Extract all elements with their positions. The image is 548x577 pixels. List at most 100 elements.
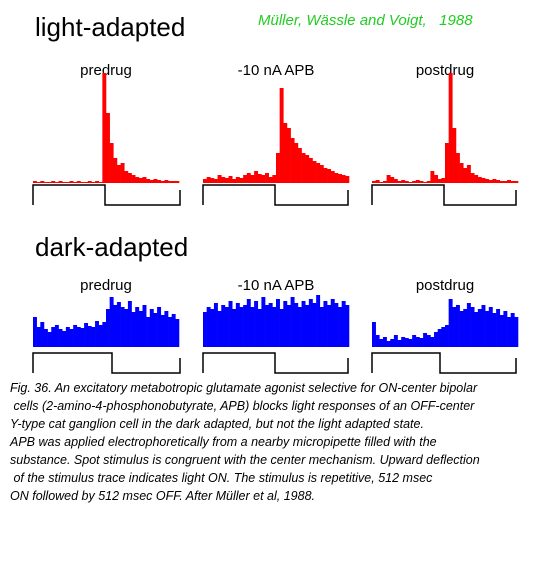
bar [250, 175, 255, 183]
bar [87, 181, 92, 183]
bar [283, 301, 288, 347]
bar [73, 325, 78, 347]
bar [305, 155, 310, 183]
bar [73, 182, 78, 183]
bar [279, 88, 284, 183]
bar [102, 73, 107, 183]
bar [160, 315, 165, 347]
row-title: dark-adapted [35, 232, 188, 262]
bar [164, 311, 169, 347]
bar [221, 177, 226, 183]
bar [203, 312, 207, 347]
bar [164, 180, 169, 183]
bar [426, 181, 431, 183]
bar [51, 181, 56, 183]
bar [397, 181, 402, 183]
bar [345, 176, 350, 183]
bar [109, 143, 114, 183]
bar [142, 177, 147, 183]
bar [305, 305, 310, 347]
bar [243, 305, 248, 347]
bar [257, 309, 262, 347]
bar [286, 128, 291, 183]
bar [243, 175, 248, 183]
bar [401, 337, 406, 347]
bar [51, 327, 56, 347]
bar [412, 335, 417, 347]
bar [341, 175, 346, 183]
bar [95, 321, 99, 347]
bar [232, 309, 237, 347]
bar [62, 182, 67, 183]
bar [430, 337, 435, 347]
bar [160, 181, 165, 183]
bar [390, 177, 395, 183]
panel-title: -10 nA APB [238, 62, 315, 79]
bar [246, 173, 251, 183]
bar [445, 143, 449, 183]
bar [308, 158, 313, 183]
bar [492, 313, 497, 347]
bar [113, 305, 118, 347]
bar [40, 322, 45, 347]
bar [69, 329, 74, 347]
bar [65, 327, 70, 347]
stimulus-trace [371, 184, 517, 206]
bar [131, 175, 136, 183]
bar [448, 299, 453, 347]
bar [437, 329, 442, 347]
bar [47, 182, 52, 183]
bar [224, 178, 229, 183]
bar [477, 309, 482, 347]
bar [175, 319, 180, 347]
bar [142, 305, 147, 347]
bar [127, 301, 132, 347]
bar [146, 317, 151, 347]
bar [58, 181, 63, 183]
bar [463, 309, 468, 347]
bar [235, 177, 240, 183]
bar [62, 331, 67, 347]
bar [477, 177, 482, 183]
bar [157, 180, 162, 183]
bar [327, 305, 332, 347]
bar [459, 311, 464, 347]
bar [286, 305, 291, 347]
bar [43, 182, 48, 183]
bar [404, 338, 409, 347]
bar [171, 181, 176, 183]
bar [423, 182, 428, 183]
bar [372, 322, 376, 347]
bar [65, 182, 70, 183]
panel-title: postdrug [416, 277, 474, 294]
bar [294, 303, 299, 347]
bar [221, 305, 226, 347]
bar [470, 173, 475, 183]
bar [345, 305, 350, 347]
bar [341, 301, 346, 347]
bar [430, 171, 435, 183]
bar [386, 341, 391, 347]
bar [319, 165, 324, 183]
bar [294, 143, 299, 183]
bar [149, 309, 154, 347]
bar [514, 181, 519, 183]
bar [401, 180, 406, 183]
bar [40, 181, 45, 183]
bar [272, 175, 277, 183]
bar [250, 307, 255, 347]
bar [390, 339, 395, 347]
bar [203, 179, 207, 183]
bar [452, 128, 457, 183]
bar [481, 305, 486, 347]
bar [131, 312, 136, 347]
bar [116, 302, 121, 347]
bar [268, 303, 273, 347]
bar [474, 312, 479, 347]
bar [507, 317, 511, 347]
bar [261, 175, 266, 183]
bar [168, 317, 172, 347]
stimulus-trace [202, 184, 349, 206]
bar [239, 178, 244, 183]
bar [301, 301, 306, 347]
